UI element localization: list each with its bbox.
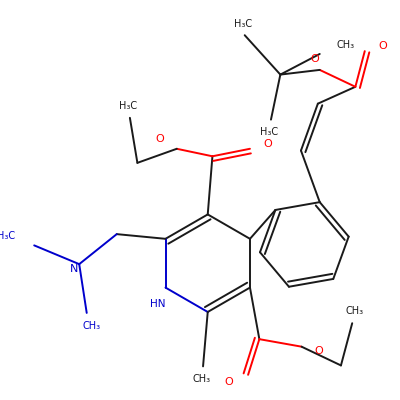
Text: CH₃: CH₃ xyxy=(192,374,210,384)
Text: O: O xyxy=(378,42,387,52)
Text: HN: HN xyxy=(150,300,166,310)
Text: O: O xyxy=(315,346,324,356)
Text: CH₃: CH₃ xyxy=(337,40,355,50)
Text: H₃C: H₃C xyxy=(0,231,16,241)
Text: H₃C: H₃C xyxy=(119,101,137,111)
Text: CH₃: CH₃ xyxy=(82,321,100,331)
Text: O: O xyxy=(263,139,272,149)
Text: CH₃: CH₃ xyxy=(345,306,363,316)
Text: H₃C: H₃C xyxy=(234,19,252,29)
Text: O: O xyxy=(224,377,233,387)
Text: H₃C: H₃C xyxy=(260,127,278,137)
Text: N: N xyxy=(70,264,79,274)
Text: O: O xyxy=(311,54,320,64)
Text: O: O xyxy=(155,134,164,144)
